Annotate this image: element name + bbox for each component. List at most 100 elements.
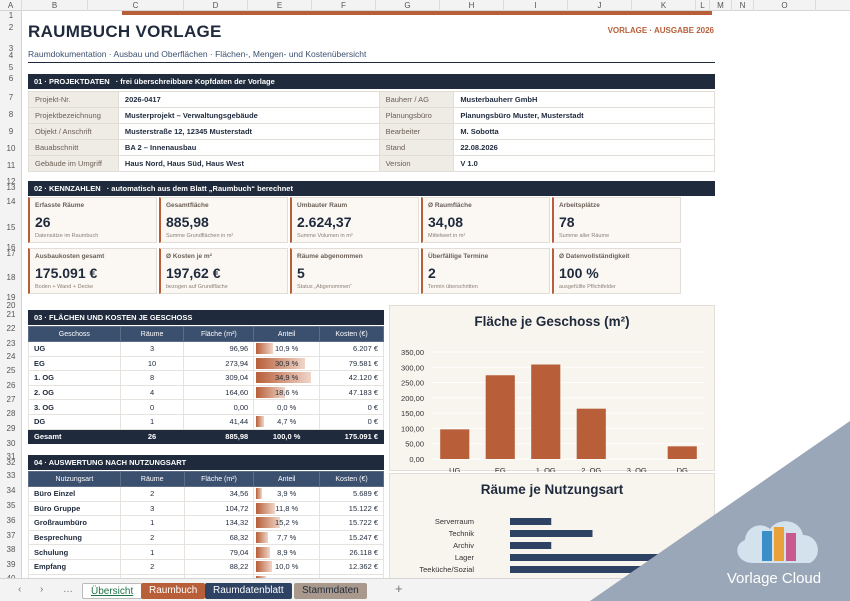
scroll-right-icon[interactable]: › bbox=[40, 584, 44, 595]
row-header[interactable]: 10 bbox=[6, 144, 16, 153]
table-row[interactable]: EG 10 273,94 30,9 % 79.581 € bbox=[28, 355, 384, 372]
row-header[interactable]: 1 bbox=[8, 11, 14, 20]
row-header[interactable]: 27 bbox=[6, 395, 16, 404]
row-header[interactable]: 5 bbox=[8, 63, 14, 72]
project-row: Bauabschnitt BA 2 – Innenausbau Stand 22.08… bbox=[28, 139, 715, 156]
row-header[interactable]: 11 bbox=[6, 161, 16, 170]
field-value[interactable]: Haus Nord, Haus Süd, Haus West bbox=[117, 155, 380, 172]
sheet-tab[interactable]: Raumdatenblatt bbox=[205, 583, 292, 599]
column-header[interactable]: N bbox=[732, 0, 754, 11]
row-header[interactable]: 34 bbox=[6, 486, 16, 495]
row-header[interactable]: 22 bbox=[6, 324, 16, 333]
row-header[interactable]: 26 bbox=[6, 381, 16, 390]
column-header[interactable]: D bbox=[184, 0, 248, 11]
table-row[interactable]: Stoffbäckehe288,2225.222 € bbox=[28, 573, 384, 578]
kpi-card[interactable]: Erfasste Räume 26 Datensätze im Raumbuch bbox=[28, 197, 157, 243]
row-header[interactable]: 36 bbox=[6, 516, 16, 525]
table-row[interactable]: Büro Gruppe 3 104,72 11,8 % 15.122 € bbox=[28, 500, 384, 517]
row-header[interactable]: 19 bbox=[6, 293, 16, 302]
column-header[interactable]: C bbox=[88, 0, 184, 11]
table-row[interactable]: UG 3 96,96 10,9 % 6.207 € bbox=[28, 341, 384, 357]
table-row[interactable]: DG 1 41,44 4,7 % 0 € bbox=[28, 413, 384, 430]
column-header[interactable]: F bbox=[312, 0, 376, 11]
table-row[interactable]: 1. OG 8 309,04 34,9 % 42.120 € bbox=[28, 370, 384, 386]
row-header[interactable]: 12 bbox=[6, 177, 16, 186]
table-row[interactable]: 2. OG 4 164,60 18,6 % 47.183 € bbox=[28, 384, 384, 401]
row-header[interactable]: 2 bbox=[8, 23, 14, 32]
column-header[interactable]: K bbox=[632, 0, 696, 11]
row-header[interactable]: 15 bbox=[6, 223, 16, 232]
field-value[interactable]: 22.08.2026 bbox=[453, 139, 715, 156]
row-header[interactable]: 16 bbox=[6, 243, 16, 252]
row-header[interactable]: 14 bbox=[6, 197, 16, 206]
row-header[interactable]: 6 bbox=[8, 74, 14, 83]
sheet-tab[interactable]: Übersicht bbox=[82, 583, 143, 599]
row-header[interactable]: 18 bbox=[6, 273, 16, 282]
sheet-tab[interactable]: Raumbuch bbox=[141, 583, 206, 599]
kpi-card[interactable]: Überfällige Termine 2 Termin überschritten bbox=[421, 248, 550, 294]
kpi-card[interactable]: Ø Raumfläche 34,08 Mittelwert in m² bbox=[421, 197, 550, 243]
kpi-card[interactable]: Ausbaukosten gesamt 175.091 € Boden + Wand… bbox=[28, 248, 157, 294]
add-sheet-icon[interactable]: + bbox=[395, 581, 403, 596]
row-header[interactable]: 23 bbox=[6, 339, 16, 348]
table-row[interactable]: Büro Einzel 2 34,56 3,9 % 5.689 € bbox=[28, 486, 384, 502]
kpi-card[interactable]: Ø Kosten je m² 197,62 € bezogen auf Grundf… bbox=[159, 248, 288, 294]
field-value[interactable]: 2026-0417 bbox=[117, 91, 380, 108]
row-header[interactable]: 40 bbox=[0, 574, 21, 578]
kpi-card[interactable]: Ø Datenvollständigkeit 100 % ausgefüllte P… bbox=[552, 248, 681, 294]
kpi-card[interactable]: Umbauter Raum 2.624,37 Summe Volumen in m³ bbox=[290, 197, 419, 243]
field-value[interactable]: V 1.0 bbox=[453, 155, 715, 172]
row-header[interactable]: 17 bbox=[6, 249, 16, 258]
kpi-card[interactable]: Gesamtfläche 885,98 Summe Grundflächen in … bbox=[159, 197, 288, 243]
table-row[interactable]: Besprechung 2 68,32 7,7 % 15.247 € bbox=[28, 529, 384, 546]
column-header[interactable]: E bbox=[248, 0, 312, 11]
section-header-kennzahlen: 02 · KENNZAHLEN · automatisch aus dem Bla… bbox=[28, 181, 715, 196]
scroll-left-icon[interactable]: ‹ bbox=[18, 584, 22, 595]
field-value[interactable]: Planungsbüro Muster, Musterstadt bbox=[453, 107, 715, 124]
row-header[interactable]: 28 bbox=[6, 409, 16, 418]
row-header[interactable]: 25 bbox=[6, 366, 16, 375]
field-value[interactable]: BA 2 – Innenausbau bbox=[117, 139, 380, 156]
more-tabs-icon[interactable]: … bbox=[63, 584, 74, 595]
table-row[interactable]: Schulung 1 79,04 8,9 % 26.118 € bbox=[28, 544, 384, 560]
row-header[interactable]: 24 bbox=[6, 352, 16, 361]
row-header[interactable]: 33 bbox=[6, 471, 16, 480]
column-header[interactable]: I bbox=[504, 0, 568, 11]
column-header[interactable]: O bbox=[754, 0, 816, 11]
column-header[interactable]: A bbox=[0, 0, 22, 11]
column-header[interactable]: B bbox=[22, 0, 88, 11]
row-header[interactable]: 35 bbox=[6, 501, 16, 510]
field-value[interactable]: M. Sobotta bbox=[453, 123, 715, 140]
kpi-card[interactable]: Räume abgenommen 5 Status „Abgenommen“ bbox=[290, 248, 419, 294]
row-header[interactable]: 30 bbox=[6, 439, 16, 448]
row-header[interactable]: 32 bbox=[6, 458, 16, 467]
row-header[interactable]: 9 bbox=[8, 127, 14, 136]
column-header[interactable]: H bbox=[440, 0, 504, 11]
table-row[interactable]: Empfang 2 88,22 10,0 % 12.362 € bbox=[28, 558, 384, 575]
field-value[interactable]: Musterstraße 12, 12345 Musterstadt bbox=[117, 123, 380, 140]
row-header[interactable]: 20 bbox=[6, 301, 16, 310]
row-header[interactable]: 29 bbox=[6, 424, 16, 433]
field-value[interactable]: Musterbauherr GmbH bbox=[453, 91, 715, 108]
column-header[interactable]: L bbox=[696, 0, 710, 11]
row-header[interactable]: 39 bbox=[6, 560, 16, 569]
row-header[interactable]: 13 bbox=[6, 183, 16, 192]
row-header[interactable]: 3 bbox=[8, 44, 14, 53]
row-header[interactable]: 37 bbox=[6, 531, 16, 540]
row-header[interactable]: 31 bbox=[6, 452, 16, 461]
row-header[interactable]: 38 bbox=[6, 545, 16, 554]
column-header[interactable]: M bbox=[710, 0, 732, 11]
row-header[interactable]: 4 bbox=[8, 51, 14, 60]
table-row[interactable]: Großraumbüro 1 134,32 15,2 % 15.722 € bbox=[28, 515, 384, 531]
row-header[interactable]: 7 bbox=[8, 93, 14, 102]
table-row[interactable]: 3. OG 0 0,00 0,0 % 0 € bbox=[28, 399, 384, 415]
column-header[interactable]: J bbox=[568, 0, 632, 11]
kpi-card[interactable]: Arbeitsplätze 78 Summe aller Räume bbox=[552, 197, 681, 243]
row-header[interactable]: 21 bbox=[6, 310, 16, 319]
row-header[interactable]: 8 bbox=[8, 110, 14, 119]
sheet-tab[interactable]: Stammdaten bbox=[294, 583, 367, 599]
column-header[interactable]: G bbox=[376, 0, 440, 11]
section-subtitle: · frei überschreibbare Kopfdaten der Vor… bbox=[115, 77, 275, 86]
share-text: 4,7 % bbox=[277, 417, 297, 427]
field-value[interactable]: Musterprojekt – Verwaltungsgebäude bbox=[117, 107, 380, 124]
